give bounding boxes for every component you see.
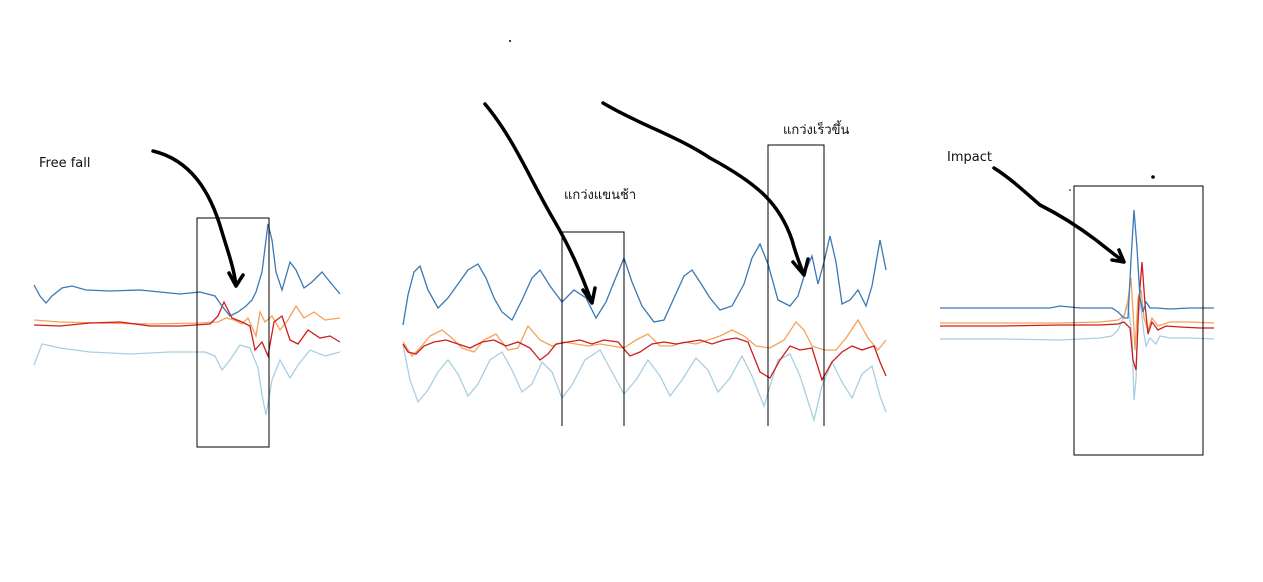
free-fall-series-light-blue [33,343,341,416]
slow-swing-label: แกว่งแขนช้า [564,188,636,203]
free-fall-series-orange [33,304,341,339]
swing-series-light-blue [402,344,887,423]
slow-swing-box [561,231,625,426]
impact-series-dark-blue [940,209,1214,319]
free-fall-series-red [33,300,341,359]
impact-stray-dot-small [1069,189,1071,191]
free-fall-lines [33,223,341,416]
swing-lines [402,235,887,423]
impact-series-orange [940,277,1215,351]
fast-swing-label: แกว่งเร็วขึ้น [783,120,850,138]
swing-series-orange [402,318,887,358]
panel-swing: แกว่งแขนช้า แกว่งเร็วขึ้น [402,40,887,426]
fast-swing-arrow [601,101,810,277]
impact-series-light-blue [940,299,1215,401]
impact-series-red [940,261,1214,371]
panel-impact: Impact [940,150,1215,456]
fast-swing-box [767,144,825,426]
free-fall-highlight-box [196,217,270,448]
slow-swing-arrow [483,102,597,305]
stray-dot [509,40,511,42]
free-fall-arrow [151,149,245,288]
free-fall-series-dark-blue [33,223,341,317]
panel-free-fall: Free fall [33,149,341,448]
impact-highlight-box [1073,185,1204,456]
free-fall-label: Free fall [39,156,91,171]
impact-label: Impact [947,150,992,165]
impact-arrow [992,166,1126,264]
swing-series-dark-blue [402,235,887,326]
swing-series-red [402,337,887,382]
impact-stray-dot [1151,175,1155,179]
impact-lines [940,209,1215,401]
